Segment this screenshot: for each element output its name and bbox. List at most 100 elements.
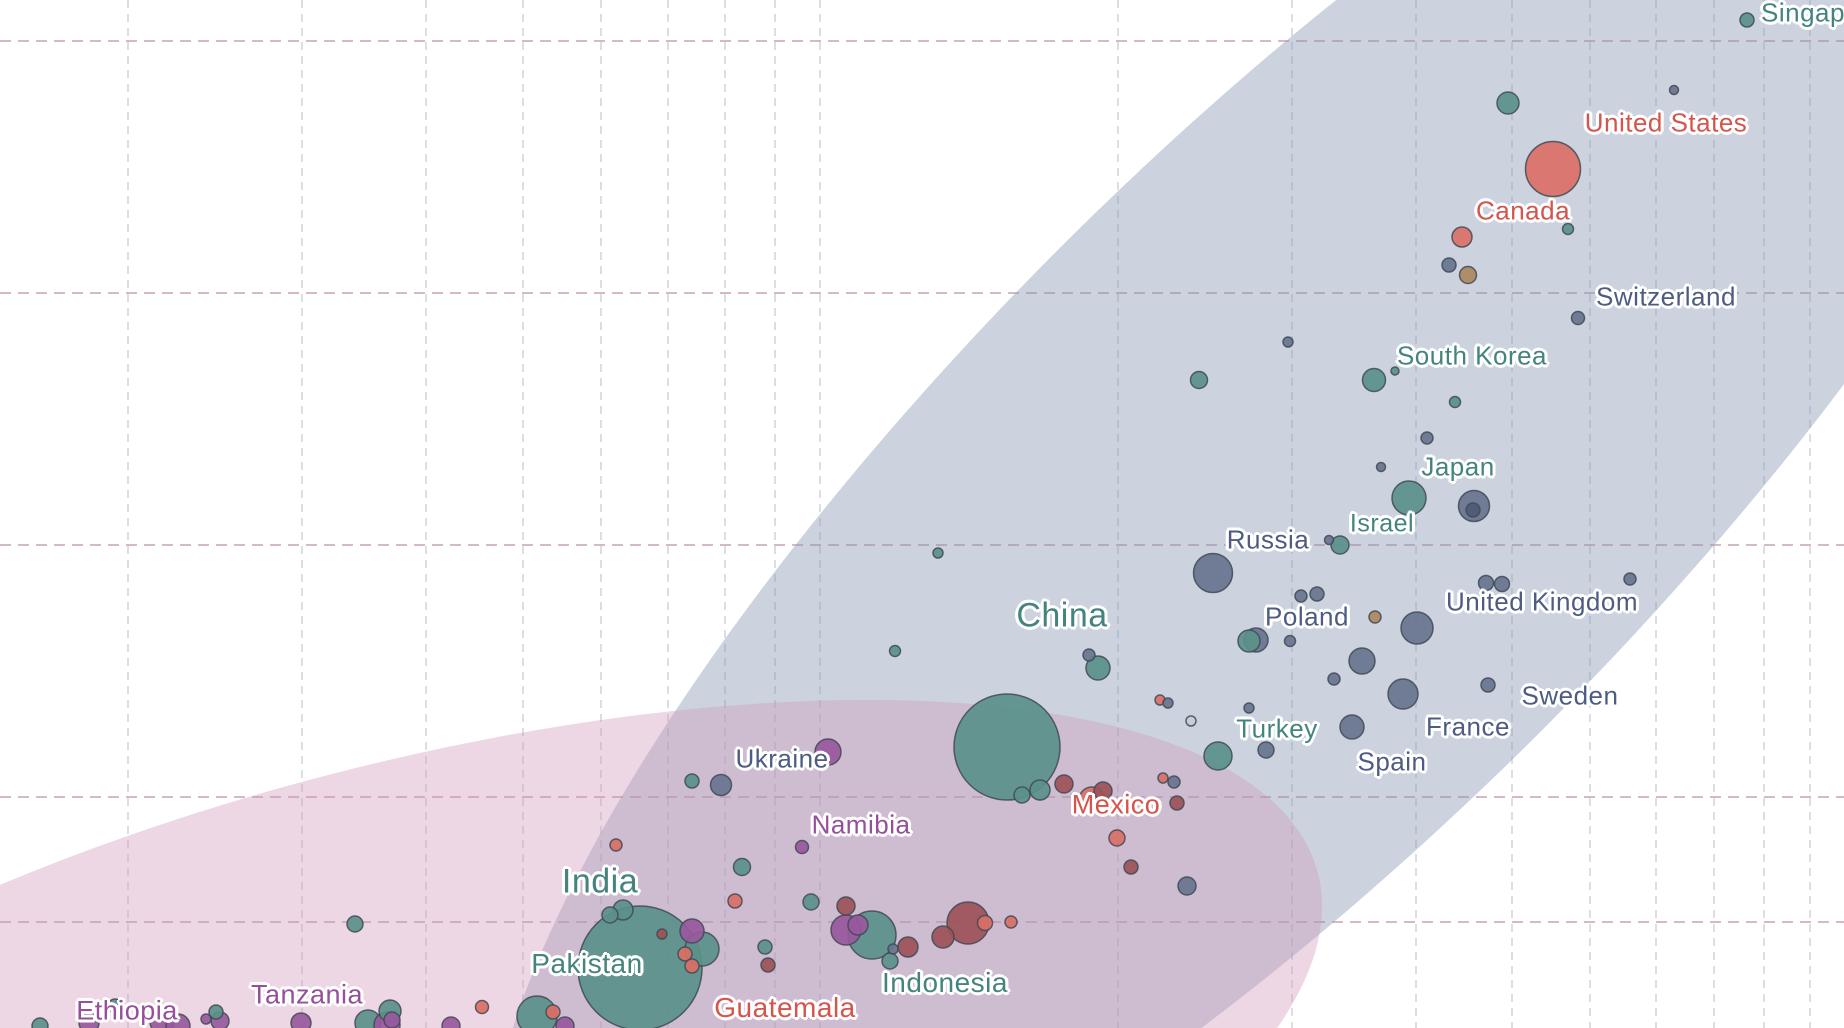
bubble-europe[interactable] [1339,714,1365,740]
bubble-north_america[interactable] [727,893,743,909]
bubble-south_america[interactable] [897,936,919,958]
bubble-south_america[interactable] [836,896,856,916]
bubble-asia[interactable] [346,915,364,933]
bubble-asia[interactable] [1361,367,1387,393]
bubble-oceania[interactable] [1368,610,1382,624]
country-label-china: China [1016,596,1108,635]
bubble-europe[interactable] [1294,589,1308,603]
country-label-mexico: Mexico [1071,789,1161,820]
bubble-europe[interactable] [1375,461,1387,473]
bubble-north_america[interactable] [609,838,623,852]
bubble-europe_dark[interactable] [1465,502,1481,518]
bubble-asia[interactable] [1390,366,1400,376]
bubble-europe[interactable] [1480,677,1496,693]
bubbles-layer [31,12,1755,1028]
bubble-africa[interactable] [814,738,842,766]
bubble-africa[interactable] [290,1012,312,1028]
bubble-asia[interactable] [932,547,944,559]
bubble-asia[interactable] [577,905,703,1028]
bubble-africa[interactable] [847,914,869,936]
bubble-europe[interactable] [709,773,733,797]
bubble-asia[interactable] [1085,655,1111,681]
bubble-europe[interactable] [1243,702,1255,714]
bubble-europe[interactable] [1177,876,1197,896]
bubble-asia[interactable] [732,857,752,877]
bubble-europe[interactable] [1400,611,1434,645]
bubble-north_america[interactable] [1451,226,1473,248]
bubble-europe[interactable] [1162,697,1174,709]
bubble-south_america[interactable] [1054,774,1074,794]
bubble-europe[interactable] [1387,678,1419,710]
bubble-asia[interactable] [1561,222,1575,236]
bubble-asia[interactable] [1029,779,1051,801]
bubble-europe[interactable] [1257,741,1275,759]
bubble-asia[interactable] [1189,370,1209,390]
bubble-asia[interactable] [953,693,1061,801]
bubble-africa[interactable] [200,1013,212,1025]
bubble-asia[interactable] [601,906,619,924]
bubble-europe[interactable] [1348,647,1376,675]
bubble-north_america[interactable] [1524,140,1582,198]
bubble-europe[interactable] [1668,84,1680,96]
bubble-north_america[interactable] [677,946,693,962]
bubble-asia[interactable] [208,1004,224,1020]
bubble-europe[interactable] [1283,634,1297,648]
bubble-asia[interactable] [684,773,700,789]
bubble-europe[interactable] [1493,575,1511,593]
bubble-south_america[interactable] [656,928,668,940]
bubble-asia[interactable] [1330,535,1350,555]
bubble-europe[interactable] [1570,310,1586,326]
bubble-europe[interactable] [1441,257,1457,273]
bubble-asia[interactable] [1203,741,1233,771]
bubble-asia[interactable] [107,998,123,1014]
bubble-asia[interactable] [1237,629,1261,653]
country-label-united-states: United States [1584,107,1748,138]
bubble-north_america[interactable] [684,958,700,974]
bubble-europe[interactable] [1477,574,1495,592]
bubble-south_america[interactable] [931,925,955,949]
bubble-europe[interactable] [1192,552,1234,594]
bubble-europe[interactable] [1309,586,1325,602]
country-label-japan: Japan [1421,451,1495,482]
bubble-unknown[interactable] [1185,715,1197,727]
bubble-south_america[interactable] [1123,859,1139,875]
bubble-north_america[interactable] [1004,915,1018,929]
bubble-africa[interactable] [794,839,810,855]
bubble-africa[interactable] [78,1012,100,1028]
bubble-africa[interactable] [679,918,705,944]
bubble-europe[interactable] [1327,672,1341,686]
ellipse-developed-cluster [489,0,1844,1028]
bubble-asia[interactable] [757,939,773,955]
bubble-asia[interactable] [31,1017,49,1028]
bubble-europe[interactable] [887,943,899,955]
bubble-asia[interactable] [1496,91,1520,115]
bubble-africa[interactable] [441,1016,461,1028]
bubble-south_america[interactable] [1169,795,1185,811]
bubble-europe[interactable] [1282,336,1294,348]
bubble-europe[interactable] [1323,534,1335,546]
bubble-europe[interactable] [1167,775,1181,789]
bubble-north_america[interactable] [976,914,994,932]
bubble-europe[interactable] [1082,648,1096,662]
bubble-asia[interactable] [1391,480,1427,516]
bubble-asia[interactable] [1448,395,1462,409]
bubble-south_america[interactable] [1093,781,1113,801]
bubble-europe[interactable] [1420,431,1434,445]
bubble-africa[interactable] [165,1013,191,1028]
bubble-europe[interactable] [1623,572,1637,586]
country-label-singapore: Singapore [1761,0,1844,28]
bubble-south_america[interactable] [760,957,776,973]
bubble-oceania[interactable] [1458,265,1478,285]
bubble-asia[interactable] [888,644,902,658]
bubble-asia[interactable] [802,893,820,911]
bubble-asia[interactable] [1739,12,1755,28]
bubble-north_america[interactable] [474,999,490,1015]
bubble-asia[interactable] [1013,786,1031,804]
bubble-north_america[interactable] [1108,829,1126,847]
country-label-south-korea: South Korea [1396,340,1548,371]
bubble-north_america[interactable] [1157,772,1169,784]
bubble-africa[interactable] [383,1011,401,1028]
bubble-north_america[interactable] [545,1004,561,1020]
bubble-africa[interactable] [555,1016,575,1028]
